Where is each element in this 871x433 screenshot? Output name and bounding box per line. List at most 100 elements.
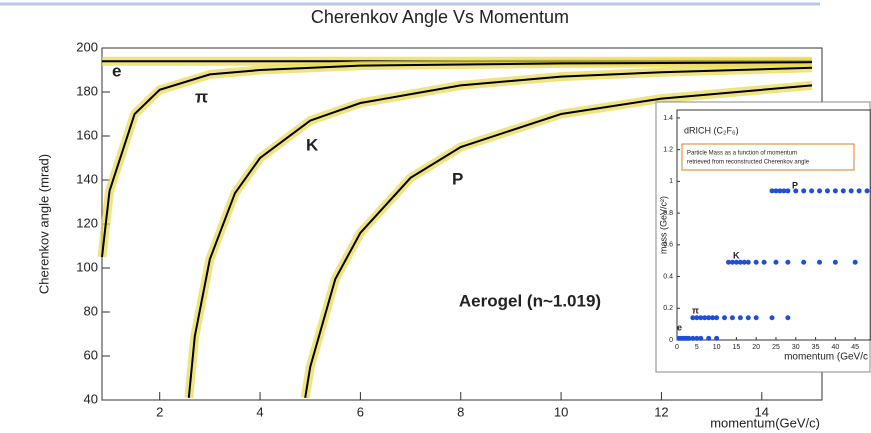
y-tick-label: 100	[76, 259, 98, 274]
point	[801, 188, 807, 194]
y-axis-label: Cherenkov angle (mrad)	[36, 154, 51, 294]
x-axis-label: momentum (GeV/c	[784, 352, 868, 363]
y-tick-label: 1.4	[663, 115, 673, 122]
point	[769, 188, 775, 194]
y-tick-label: 40	[84, 391, 98, 406]
chart-title: dRICH (C₂F₆)	[684, 125, 739, 135]
point	[864, 188, 870, 194]
y-tick-label: 160	[76, 127, 98, 142]
point	[745, 259, 751, 265]
x-tick-label: 45	[851, 344, 859, 351]
series-label: P	[452, 169, 463, 188]
point	[729, 259, 735, 265]
point	[769, 315, 775, 321]
series-label: K	[733, 250, 740, 260]
point	[698, 315, 704, 321]
point	[686, 335, 692, 341]
point	[773, 259, 779, 265]
y-tick-label: 0.4	[663, 273, 673, 280]
series-label: π	[195, 87, 208, 106]
y-tick-label: 200	[76, 39, 98, 54]
series-label: π	[692, 305, 699, 315]
point	[781, 188, 787, 194]
x-tick-label: 15	[732, 344, 740, 351]
point	[785, 188, 791, 194]
x-tick-label: 4	[256, 404, 263, 419]
y-tick-label: 0.8	[663, 210, 673, 217]
x-tick-label: 10	[713, 344, 721, 351]
x-tick-label: 5	[695, 344, 699, 351]
point	[809, 188, 815, 194]
point	[793, 188, 799, 194]
annotation-line: Particle Mass as a function of momentum	[687, 151, 797, 157]
annotation: Aerogel (n~1.019)	[459, 291, 601, 310]
point	[737, 259, 743, 265]
curve	[187, 66, 812, 398]
x-tick-label: 8	[457, 404, 464, 419]
y-tick-label: 0.2	[663, 305, 673, 312]
x-tick-label: 0	[675, 344, 679, 351]
y-tick-label: 0	[669, 337, 673, 344]
point	[710, 315, 716, 321]
point	[706, 335, 712, 341]
point	[737, 315, 743, 321]
point	[761, 259, 767, 265]
point	[729, 315, 735, 321]
point	[741, 259, 747, 265]
point	[690, 335, 696, 341]
point	[817, 188, 823, 194]
point	[801, 259, 807, 265]
point	[832, 188, 838, 194]
curve	[304, 84, 813, 398]
point	[848, 188, 854, 194]
point	[832, 259, 838, 265]
x-tick-label: 10	[554, 404, 568, 419]
y-tick-label: 140	[76, 171, 98, 186]
point	[745, 315, 751, 321]
x-tick-label: 20	[752, 344, 760, 351]
x-tick-label: 14	[755, 404, 769, 419]
point	[785, 259, 791, 265]
point	[840, 188, 846, 194]
main-chart: Cherenkov Angle Vs Momentum momentum(GeV/…	[36, 7, 823, 430]
plot-frame	[676, 109, 871, 341]
point	[733, 259, 739, 265]
point	[694, 315, 700, 321]
x-tick-label: 30	[792, 344, 800, 351]
annotation-box	[681, 143, 855, 171]
y-tick-label: 0.6	[663, 242, 673, 249]
point	[702, 315, 708, 321]
point	[753, 315, 759, 321]
x-tick-label: 2	[156, 404, 163, 419]
y-tick-label: 120	[76, 215, 98, 230]
point	[777, 188, 783, 194]
point	[785, 315, 791, 321]
y-tick-label: 60	[84, 347, 98, 362]
point	[706, 315, 712, 321]
point	[725, 259, 731, 265]
x-axis-label: momentum(GeV/c)	[710, 415, 820, 430]
point	[714, 335, 720, 341]
point	[824, 188, 830, 194]
x-tick-label: 35	[812, 344, 820, 351]
x-tick-label: 6	[357, 404, 364, 419]
point	[753, 259, 759, 265]
point	[694, 335, 700, 341]
point	[722, 315, 728, 321]
point	[690, 315, 696, 321]
annotation-line: retrieved from reconstructed Cherenkov a…	[687, 160, 810, 166]
x-tick-label: 12	[654, 404, 668, 419]
y-tick-label: 80	[84, 303, 98, 318]
series-label: P	[792, 180, 798, 190]
point	[714, 315, 720, 321]
y-axis-label: mass (GeV/c²)	[658, 196, 668, 254]
point	[817, 259, 823, 265]
x-tick-label: 25	[772, 344, 780, 351]
inset-background	[655, 101, 871, 373]
curve	[101, 61, 812, 258]
series-label: K	[306, 135, 319, 154]
y-tick-label: 1.2	[663, 146, 673, 153]
point	[856, 188, 862, 194]
